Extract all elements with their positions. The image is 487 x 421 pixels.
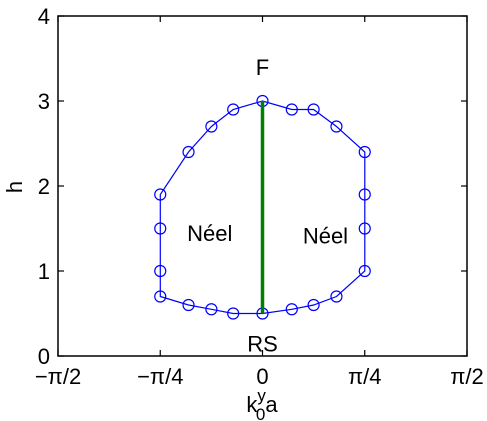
series-0-point [205, 120, 218, 133]
x-tick-label: −π/4 [137, 364, 183, 389]
series-0-point [358, 145, 371, 159]
series-0-point [285, 103, 298, 116]
series-0-point [307, 298, 320, 312]
series-0-point [154, 188, 167, 201]
y-tick-label: 1 [38, 259, 50, 284]
series-0-point [307, 103, 320, 116]
series-0-point [330, 290, 343, 303]
series-0-point [182, 298, 195, 312]
series-0-point [358, 188, 371, 201]
annotation-label: Néel [303, 223, 348, 248]
x-tick-label: −π/2 [35, 364, 81, 389]
x-tick-label: 0 [256, 364, 268, 389]
series-0-point [227, 103, 240, 116]
annotation-label: Néel [187, 221, 232, 246]
series-0-point [182, 145, 195, 159]
series-0-point [285, 303, 298, 316]
series-0-point [330, 120, 343, 133]
series-0-point [154, 290, 167, 303]
y-tick-label: 2 [38, 174, 50, 199]
x-axis-title-tail: a [265, 392, 278, 417]
y-axis-title: h [2, 181, 27, 193]
y-tick-label: 3 [38, 89, 50, 114]
series-0-point [358, 264, 371, 278]
series-0-point [227, 307, 240, 320]
x-axis-title-sub: 0 [256, 405, 265, 421]
x-axis-title-sup: y [257, 386, 266, 405]
y-tick-label: 4 [38, 4, 50, 29]
x-axis-title-base: k [246, 392, 258, 417]
series-0-point [154, 222, 167, 235]
series-0-point [154, 264, 167, 278]
y-tick-label: 0 [38, 344, 50, 369]
x-tick-label: π/2 [450, 364, 484, 389]
series-0-point [205, 303, 218, 316]
annotation-label: F [256, 55, 269, 80]
x-axis-title: ky 0a [246, 386, 278, 421]
series-0-point [358, 222, 371, 235]
x-tick-label: π/4 [348, 364, 382, 389]
